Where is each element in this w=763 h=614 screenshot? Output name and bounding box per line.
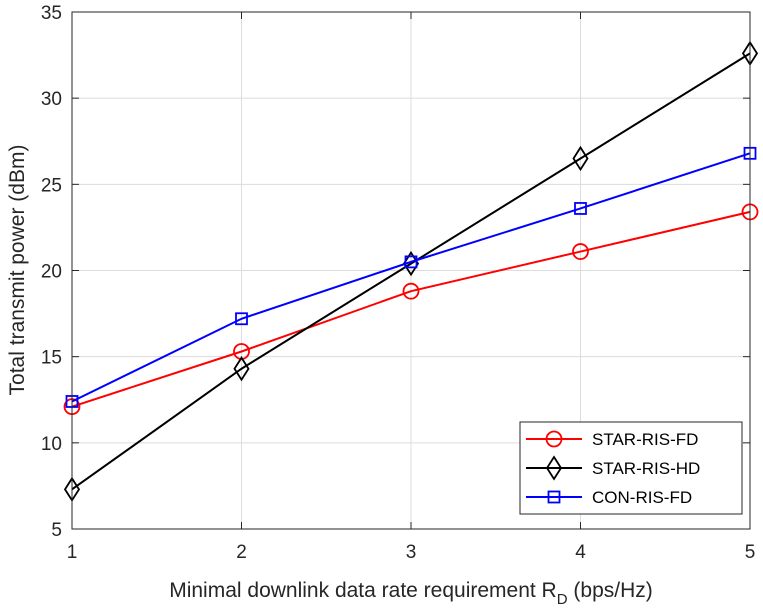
series-line: [71, 210, 751, 408]
axis-ticks: [71, 11, 751, 530]
legend: STAR-RIS-FD STAR-RIS-HD CON-RIS-FD: [519, 421, 743, 515]
circle-marker: [402, 282, 420, 300]
diamond-marker: [233, 356, 250, 382]
y-tick-label: 20: [41, 262, 62, 283]
circle-marker: [545, 430, 563, 448]
x-tick-label: 2: [236, 542, 247, 563]
legend-entry: STAR-RIS-HD: [526, 455, 700, 481]
series-line: [71, 152, 751, 403]
x-tick-label: 3: [406, 542, 417, 563]
legend-entry: CON-RIS-FD: [526, 488, 692, 507]
diamond-marker: [572, 145, 589, 172]
x-tick-label: 4: [575, 542, 586, 563]
y-tick-label: 25: [41, 175, 62, 196]
circle-marker: [572, 243, 589, 260]
square-marker: [404, 255, 418, 269]
y-tick-label: 10: [41, 434, 62, 455]
square-marker: [235, 312, 248, 326]
legend-label: CON-RIS-FD: [592, 488, 692, 507]
y-tick-label: 5: [51, 520, 62, 541]
x-tick-label: 1: [67, 542, 78, 563]
y-tick-label: 15: [41, 348, 62, 369]
square-marker: [574, 202, 587, 215]
x-axis-label: Minimal downlink data rate requirement R…: [169, 579, 653, 608]
x-axis-label-suffix: (bps/Hz): [568, 579, 653, 602]
y-tick-label: 35: [41, 3, 62, 24]
square-marker: [547, 490, 561, 504]
y-tick-label: 30: [41, 89, 62, 110]
legend-entry: STAR-RIS-FD: [526, 430, 698, 449]
x-axis-label-subscript: D: [557, 591, 568, 608]
diamond-marker: [545, 455, 563, 481]
tick-labels: 1 2 3 4 5 5 10 15 20 25 30 35: [41, 3, 755, 563]
legend-label: STAR-RIS-HD: [592, 459, 700, 478]
x-tick-label: 5: [745, 542, 756, 563]
y-axis-label: Total transmit power (dBm): [6, 145, 29, 396]
series-line: [71, 52, 751, 491]
legend-label: STAR-RIS-FD: [592, 430, 698, 449]
